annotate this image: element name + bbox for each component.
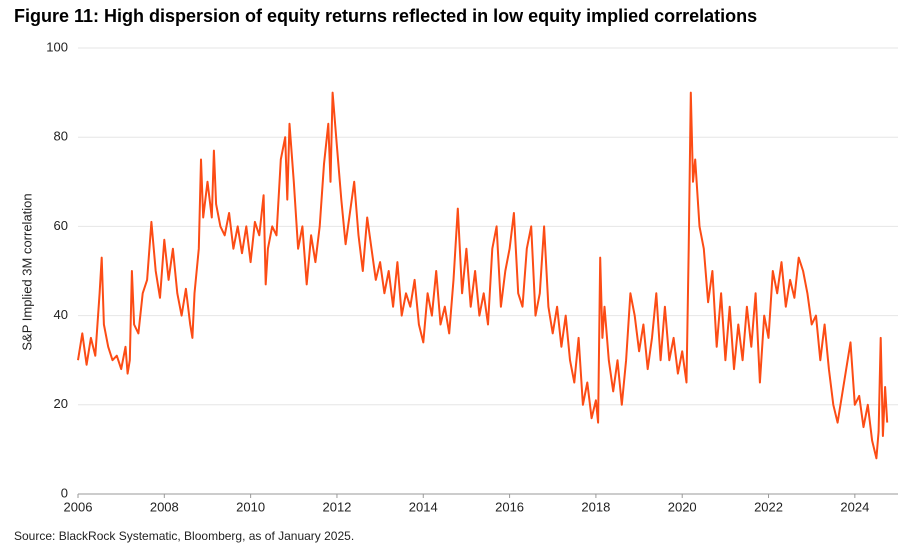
x-tick-label: 2024 (840, 499, 869, 514)
source-note: Source: BlackRock Systematic, Bloomberg,… (14, 529, 354, 543)
x-tick-label: 2010 (236, 499, 265, 514)
x-tick-label: 2006 (64, 499, 93, 514)
y-tick-label: 100 (46, 39, 68, 54)
x-tick-label: 2022 (754, 499, 783, 514)
y-tick-label: 60 (54, 218, 68, 233)
chart-title: Figure 11: High dispersion of equity ret… (14, 6, 757, 26)
data-line (77, 91, 889, 460)
x-tick-label: 2018 (581, 499, 610, 514)
y-tick-label: 20 (54, 396, 68, 411)
x-tick-label: 2008 (150, 499, 179, 514)
x-tick-label: 2012 (322, 499, 351, 514)
x-tick-label: 2020 (668, 499, 697, 514)
y-tick-label: 80 (54, 129, 68, 144)
y-axis-label: S&P Implied 3M correlation (19, 193, 34, 350)
x-tick-label: 2016 (495, 499, 524, 514)
x-tick-label: 2014 (409, 499, 438, 514)
y-tick-label: 0 (61, 485, 68, 500)
y-tick-label: 40 (54, 307, 68, 322)
